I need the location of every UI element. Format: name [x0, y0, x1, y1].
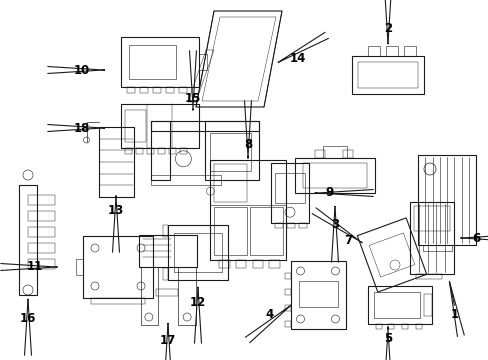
Bar [28, 227, 55, 237]
Bar [141, 266, 158, 325]
Text: 17: 17 [160, 333, 176, 346]
Bar [136, 148, 142, 154]
Bar [403, 46, 415, 56]
Bar [91, 298, 145, 304]
Bar [140, 87, 148, 93]
Bar [83, 236, 153, 298]
Bar [286, 223, 294, 228]
Text: 10: 10 [74, 63, 90, 77]
Bar [367, 46, 379, 56]
Bar [163, 267, 168, 279]
Bar [153, 87, 161, 93]
Bar [179, 87, 186, 93]
Bar [314, 149, 325, 158]
Text: 14: 14 [289, 51, 305, 64]
Bar [294, 158, 374, 193]
Bar [422, 245, 451, 251]
Bar [235, 260, 246, 268]
Bar [274, 223, 283, 228]
Bar [209, 160, 285, 260]
Bar [423, 294, 431, 316]
Bar [204, 121, 259, 180]
Bar [415, 324, 421, 329]
Bar [284, 305, 290, 311]
Bar [199, 54, 206, 70]
Text: 4: 4 [265, 309, 274, 321]
Text: 7: 7 [343, 234, 351, 247]
Bar [28, 259, 55, 269]
Bar [151, 121, 170, 180]
Bar [290, 261, 345, 329]
Bar [121, 104, 199, 148]
Bar [415, 274, 442, 279]
Bar [127, 87, 135, 93]
Text: 5: 5 [383, 332, 391, 345]
Text: 9: 9 [325, 186, 333, 199]
Bar [269, 260, 279, 268]
Bar [19, 185, 37, 295]
Bar [28, 195, 55, 204]
Text: 3: 3 [330, 219, 338, 231]
Bar [28, 211, 55, 221]
Text: 13: 13 [108, 203, 124, 216]
Text: 16: 16 [20, 311, 36, 324]
Bar [156, 289, 178, 296]
Bar [151, 175, 221, 185]
Bar [270, 163, 308, 223]
Bar [129, 45, 176, 79]
Bar [417, 155, 475, 245]
Bar [298, 223, 306, 228]
Bar [139, 235, 197, 266]
Bar [28, 243, 55, 253]
Bar [401, 324, 407, 329]
Bar [409, 202, 453, 274]
Text: 11: 11 [27, 261, 43, 274]
Text: 6: 6 [471, 231, 479, 244]
Bar [151, 121, 259, 131]
Bar [121, 37, 199, 87]
Bar [284, 273, 290, 279]
Text: 18: 18 [74, 122, 90, 135]
Bar [214, 164, 247, 202]
Bar [219, 260, 229, 268]
Bar [98, 127, 133, 197]
Bar [385, 46, 397, 56]
Bar [180, 148, 186, 154]
Bar [169, 148, 176, 154]
Bar [163, 225, 168, 237]
Text: 15: 15 [184, 91, 201, 104]
Bar [249, 207, 283, 255]
Bar [147, 148, 154, 154]
Bar [168, 225, 227, 279]
Bar [284, 321, 290, 327]
Bar [413, 206, 449, 231]
Bar [178, 266, 195, 325]
Bar [375, 324, 381, 329]
Bar [210, 133, 251, 171]
Bar [125, 110, 146, 142]
Text: 2: 2 [383, 22, 391, 35]
Bar [373, 292, 419, 318]
Bar [214, 207, 247, 255]
Bar [274, 173, 305, 203]
Bar [351, 56, 423, 94]
Bar [125, 148, 132, 154]
Text: 12: 12 [189, 296, 206, 309]
Bar [323, 145, 346, 158]
Bar [158, 148, 164, 154]
Bar [303, 162, 366, 188]
Bar [165, 87, 174, 93]
Bar [357, 62, 417, 88]
Bar [367, 286, 431, 324]
Bar [284, 289, 290, 295]
Bar [342, 149, 352, 158]
Text: 1: 1 [450, 309, 458, 321]
Bar [252, 260, 263, 268]
Bar [387, 324, 393, 329]
Text: 8: 8 [244, 139, 252, 152]
Bar [76, 259, 83, 275]
Bar [174, 233, 222, 271]
Bar [298, 281, 337, 307]
